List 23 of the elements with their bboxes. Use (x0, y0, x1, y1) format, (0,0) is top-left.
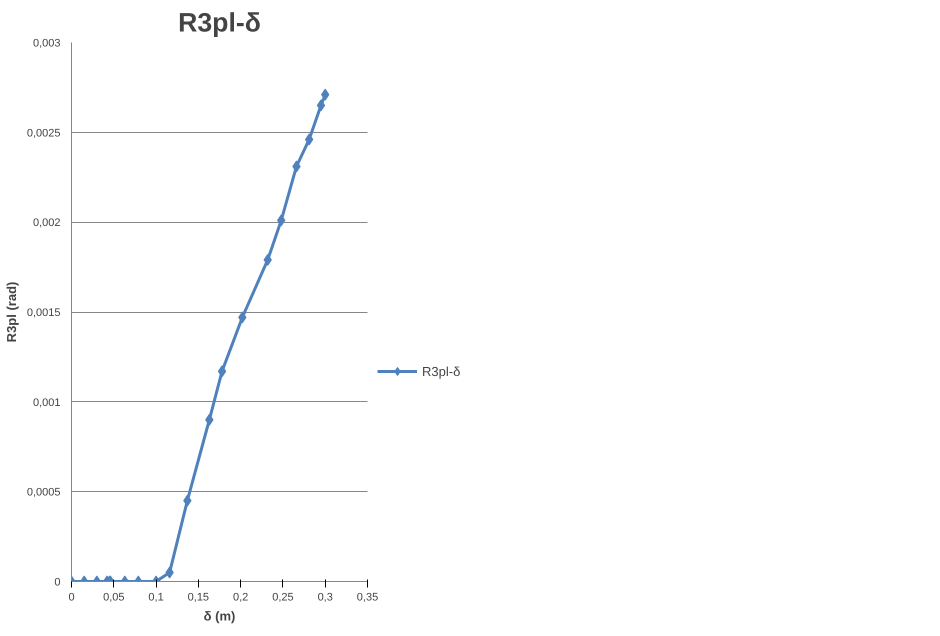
y-tick-label: 0 (54, 576, 61, 588)
chart-title: R3pl-δ (178, 8, 261, 38)
point (316, 99, 326, 112)
x-tick-label: 0,35 (356, 592, 378, 604)
x-tick-label: 0 (68, 592, 75, 604)
y-tick-label: 0,002 (32, 217, 61, 230)
y-tick-label: 0,0005 (26, 486, 61, 499)
x-tick-label: 0,2 (232, 592, 248, 604)
point (292, 160, 301, 172)
x-tick-label: 0,05 (103, 592, 125, 604)
legend-label: R3pl-δ (422, 364, 460, 378)
x-tick-label: 0,1 (148, 592, 164, 604)
y-axis-title: R3pl (rad) (4, 282, 19, 342)
y-tick-label: 0,003 (32, 38, 61, 50)
x-axis-title: δ (m) (204, 608, 236, 624)
x-tick-label: 0,15 (188, 592, 210, 604)
point (218, 365, 226, 378)
y-tick-label: 0,0025 (26, 127, 61, 140)
x-tick-label: 0,25 (272, 592, 294, 604)
x-tick-label: 0,3 (318, 592, 333, 604)
point (304, 134, 314, 146)
y-tick-label: 0,0015 (26, 307, 61, 319)
y-tick-label: 0,001 (32, 396, 61, 409)
